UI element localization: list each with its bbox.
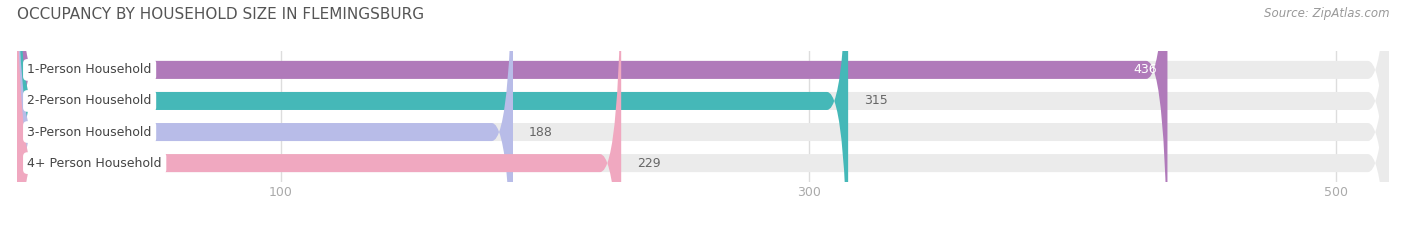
Text: 188: 188 xyxy=(529,126,553,139)
FancyBboxPatch shape xyxy=(17,0,1167,233)
Text: 315: 315 xyxy=(863,94,887,107)
FancyBboxPatch shape xyxy=(17,0,848,233)
Text: 1-Person Household: 1-Person Household xyxy=(28,63,152,76)
FancyBboxPatch shape xyxy=(17,0,1389,233)
Text: 229: 229 xyxy=(637,157,661,170)
Text: 2-Person Household: 2-Person Household xyxy=(28,94,152,107)
FancyBboxPatch shape xyxy=(17,0,1389,233)
Text: OCCUPANCY BY HOUSEHOLD SIZE IN FLEMINGSBURG: OCCUPANCY BY HOUSEHOLD SIZE IN FLEMINGSB… xyxy=(17,7,425,22)
Text: 4+ Person Household: 4+ Person Household xyxy=(28,157,162,170)
FancyBboxPatch shape xyxy=(17,0,1389,233)
Text: 436: 436 xyxy=(1133,63,1157,76)
FancyBboxPatch shape xyxy=(17,0,621,233)
Text: 3-Person Household: 3-Person Household xyxy=(28,126,152,139)
FancyBboxPatch shape xyxy=(17,0,1389,233)
FancyBboxPatch shape xyxy=(17,0,513,233)
Text: Source: ZipAtlas.com: Source: ZipAtlas.com xyxy=(1264,7,1389,20)
